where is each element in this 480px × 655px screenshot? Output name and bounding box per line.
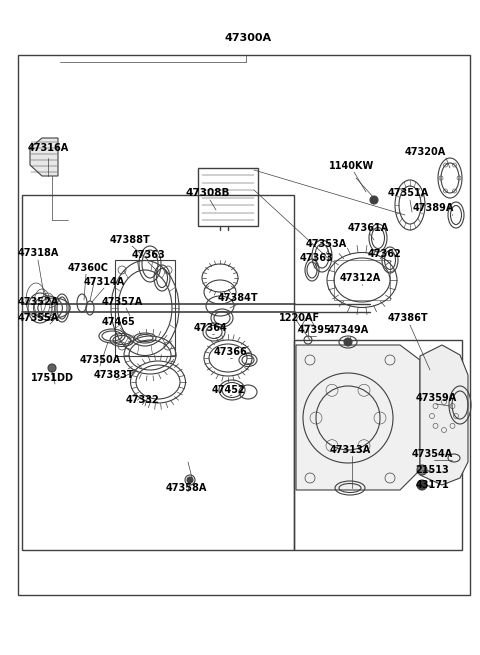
Bar xyxy=(22,195,294,550)
Text: 47352A: 47352A xyxy=(17,297,59,307)
Bar xyxy=(18,55,470,595)
Text: 47395: 47395 xyxy=(297,325,331,335)
Text: 47362: 47362 xyxy=(367,249,401,259)
Bar xyxy=(198,168,258,226)
Polygon shape xyxy=(296,345,420,490)
Circle shape xyxy=(48,364,56,372)
Text: 47383T: 47383T xyxy=(94,370,134,380)
Circle shape xyxy=(417,465,427,475)
Text: 47355A: 47355A xyxy=(17,313,59,323)
Text: 47363: 47363 xyxy=(131,250,165,260)
Text: 47320A: 47320A xyxy=(405,147,446,157)
Text: 47308B: 47308B xyxy=(186,188,230,198)
Text: 21513: 21513 xyxy=(415,465,449,475)
Circle shape xyxy=(370,196,378,204)
Polygon shape xyxy=(30,138,58,176)
Polygon shape xyxy=(420,345,468,485)
Text: 47360C: 47360C xyxy=(68,263,108,273)
Text: 47354A: 47354A xyxy=(411,449,453,459)
Text: 47361A: 47361A xyxy=(348,223,389,233)
Text: 47452: 47452 xyxy=(211,385,245,395)
Text: 47366: 47366 xyxy=(213,347,247,357)
Circle shape xyxy=(187,477,193,483)
Text: 47358A: 47358A xyxy=(165,483,207,493)
Text: 47353A: 47353A xyxy=(305,239,347,249)
Text: 47314A: 47314A xyxy=(84,277,125,287)
Bar xyxy=(294,340,462,550)
Text: 1751DD: 1751DD xyxy=(31,373,73,383)
Text: 47312A: 47312A xyxy=(339,273,381,283)
Circle shape xyxy=(417,480,427,490)
Text: 47465: 47465 xyxy=(101,317,135,327)
Text: 47359A: 47359A xyxy=(415,393,456,403)
Text: 47364: 47364 xyxy=(193,323,227,333)
Text: 47313A: 47313A xyxy=(329,445,371,455)
Text: 1140KW: 1140KW xyxy=(329,161,374,171)
Text: 47351A: 47351A xyxy=(387,188,429,198)
Text: 47388T: 47388T xyxy=(109,235,150,245)
Text: 47318A: 47318A xyxy=(17,248,59,258)
Text: 47300A: 47300A xyxy=(225,33,272,43)
Text: 47384T: 47384T xyxy=(218,293,258,303)
Text: 43171: 43171 xyxy=(415,480,449,490)
Text: 1220AF: 1220AF xyxy=(279,313,321,323)
Text: 47350A: 47350A xyxy=(79,355,120,365)
Text: 47389A: 47389A xyxy=(413,203,454,213)
Text: 47357A: 47357A xyxy=(101,297,143,307)
Text: 47386T: 47386T xyxy=(388,313,428,323)
Text: 47316A: 47316A xyxy=(27,143,69,153)
Text: 47349A: 47349A xyxy=(327,325,369,335)
Circle shape xyxy=(344,338,352,346)
Text: 47363: 47363 xyxy=(299,253,333,263)
Text: 47332: 47332 xyxy=(125,395,159,405)
